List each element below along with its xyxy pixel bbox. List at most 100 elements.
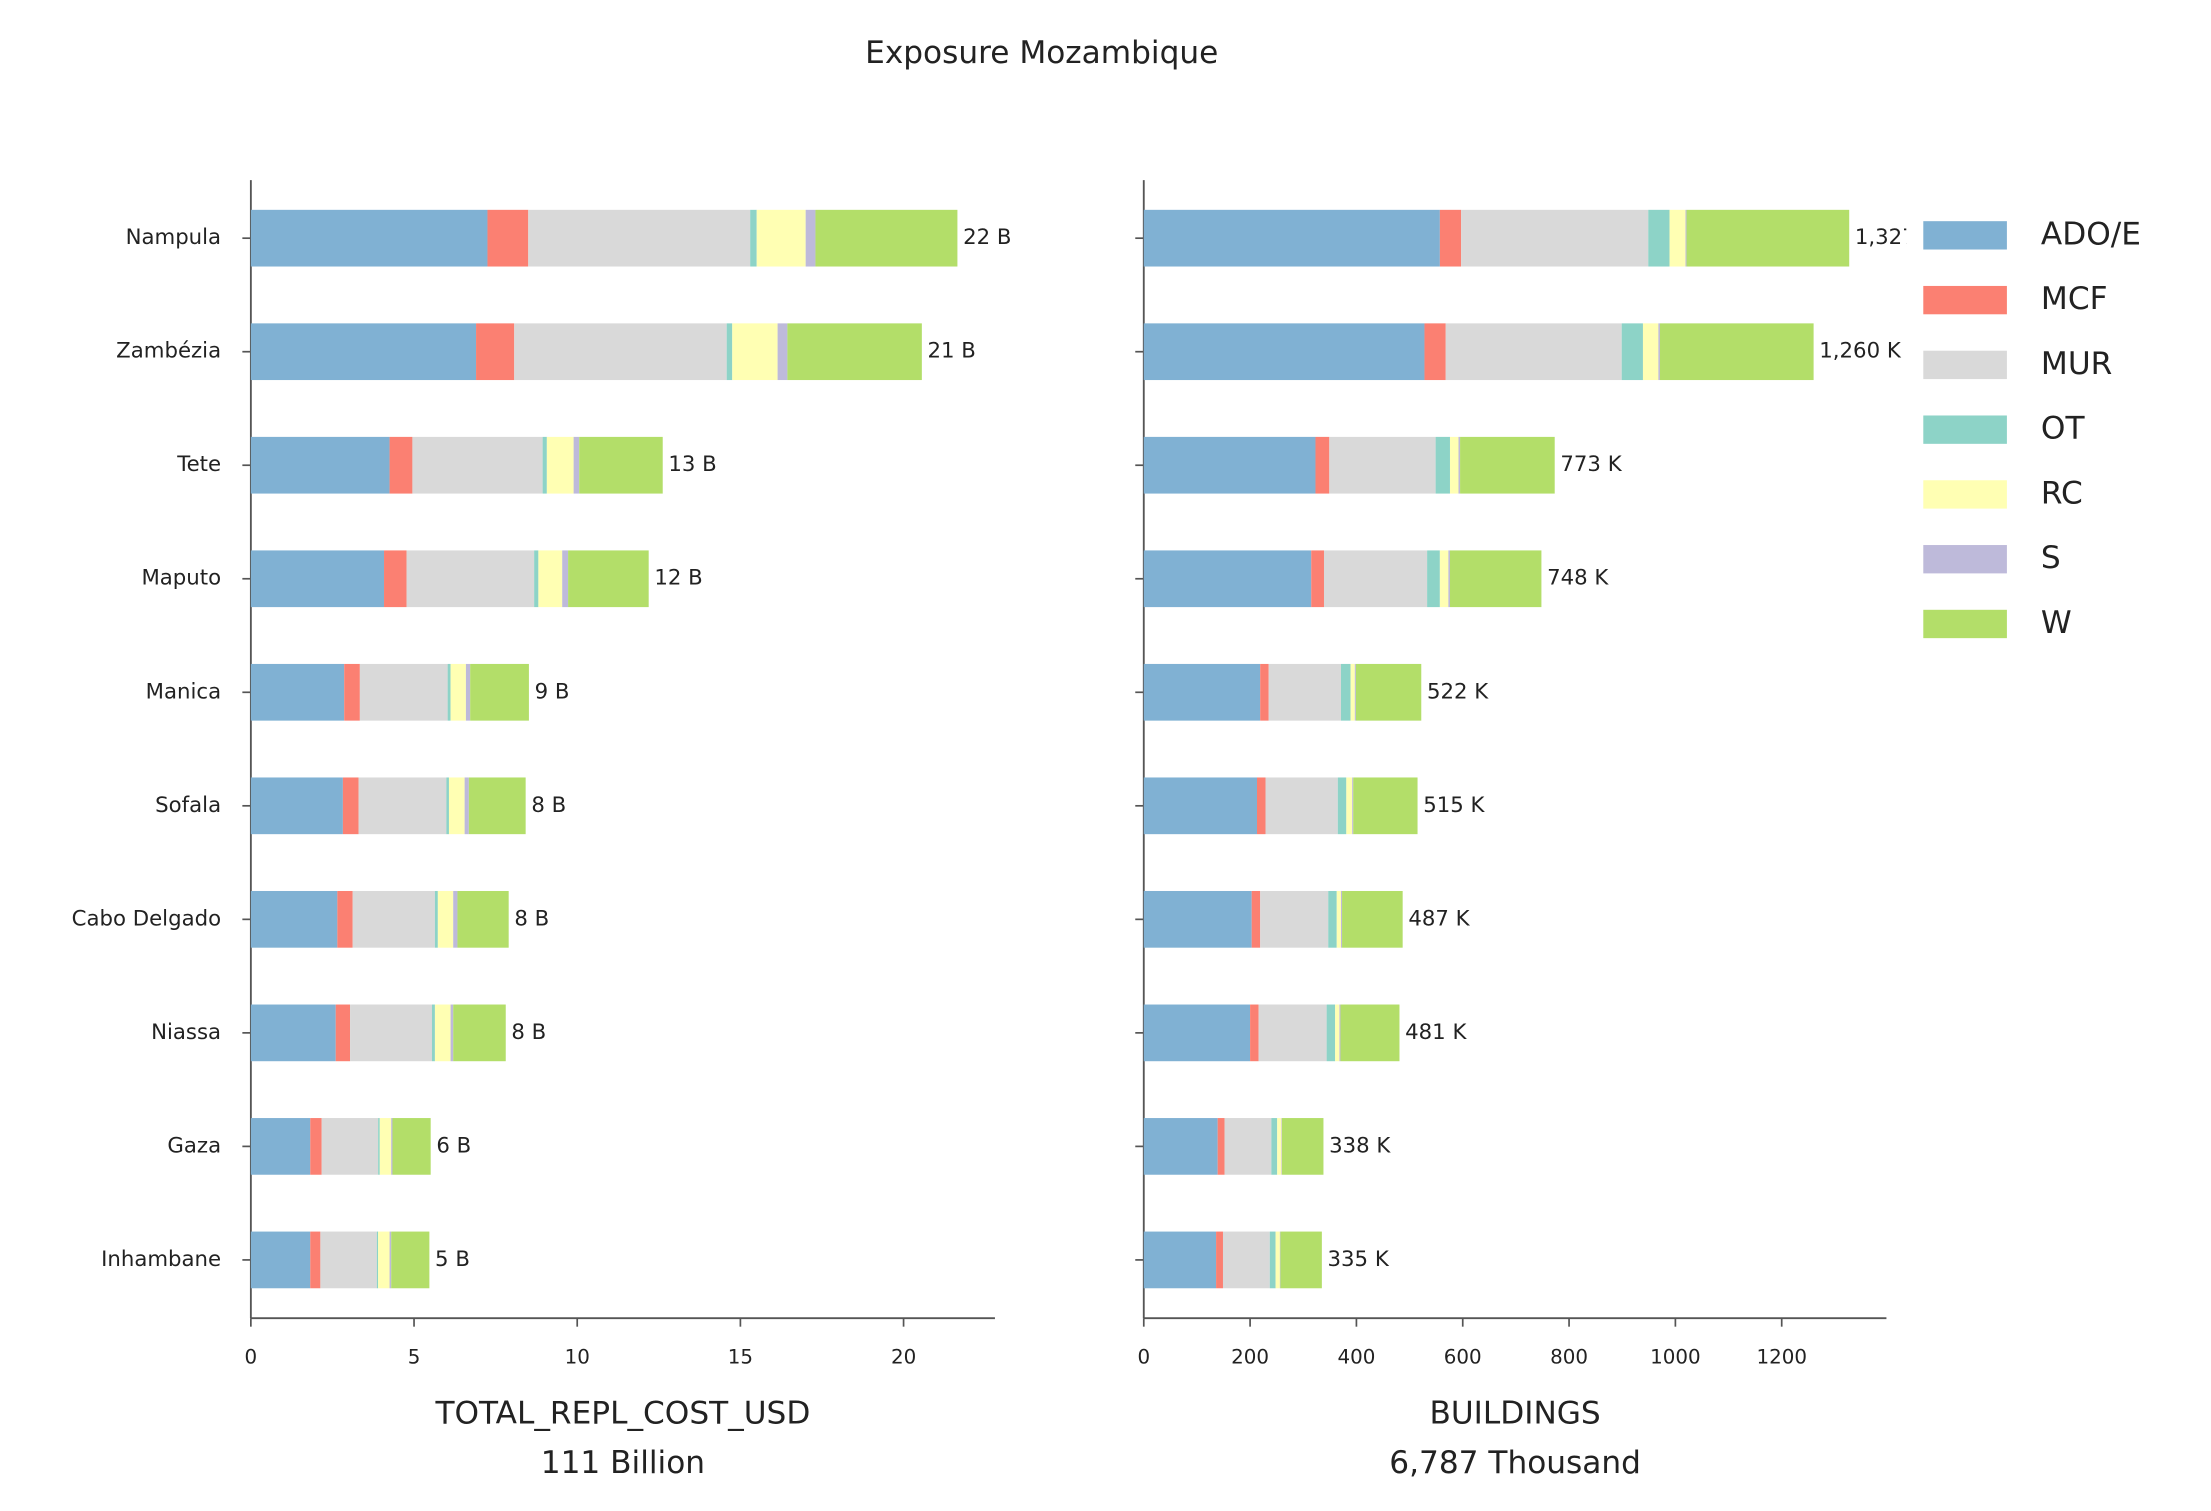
bar-segment	[1265, 777, 1338, 835]
y-tick-label: Niassa	[151, 1020, 221, 1045]
bar-segment	[1281, 1118, 1324, 1175]
bar-segment	[434, 890, 438, 948]
x-tick-label: 15	[728, 1345, 753, 1368]
bar-segment	[1449, 550, 1542, 608]
bar-segment	[1143, 323, 1425, 381]
bar-segment	[542, 436, 547, 494]
bar-segment	[1216, 1231, 1223, 1289]
bar-segment	[250, 1118, 311, 1175]
y-tick-label: Manica	[146, 679, 221, 704]
bar-segment	[1275, 1231, 1280, 1289]
bar-segment	[1460, 436, 1555, 494]
legend-label: OT	[2041, 411, 2086, 447]
bar-segment	[342, 777, 359, 835]
bar-segment	[1350, 663, 1355, 721]
bar-segment	[756, 209, 806, 267]
x-tick-label: 0	[245, 1345, 258, 1368]
bar-segment	[1224, 1118, 1272, 1175]
bar-segment	[1143, 550, 1312, 608]
bar-segment	[250, 777, 343, 835]
bar-segment	[1337, 777, 1347, 835]
bar-segment	[1435, 436, 1450, 494]
bar-segment	[1659, 323, 1814, 381]
value-label: 1,260 K	[1819, 339, 1902, 364]
value-label: 338 K	[1329, 1133, 1391, 1158]
bar-segment	[434, 1004, 451, 1062]
bar-segment	[389, 1231, 392, 1289]
bar-segment	[1439, 550, 1449, 608]
value-label: 748 K	[1547, 566, 1609, 591]
bar-segment	[1280, 1231, 1322, 1289]
bar-segment	[815, 209, 958, 267]
bar-segment	[359, 663, 448, 721]
bar-segment	[350, 1004, 432, 1062]
bar-segment	[453, 1004, 506, 1062]
bar-segment	[732, 323, 778, 381]
bar-segment	[534, 550, 539, 608]
value-label: 8 B	[531, 793, 566, 818]
bar-segment	[1257, 777, 1266, 835]
value-label: 515 K	[1423, 793, 1485, 818]
legend-label: S	[2041, 540, 2061, 576]
bar-segment	[470, 663, 529, 721]
bar-segment	[412, 436, 543, 494]
bar-segment	[468, 777, 526, 835]
bar-segment	[1260, 890, 1329, 948]
bar-segment	[1427, 550, 1440, 608]
bar-segment	[1458, 436, 1461, 494]
x-tick-label: 1000	[1650, 1345, 1700, 1368]
bar-segment	[1642, 323, 1659, 381]
y-tick-label: Maputo	[141, 566, 221, 591]
bar-segment	[337, 890, 353, 948]
bar-segment	[1340, 663, 1351, 721]
bar-segment	[573, 436, 580, 494]
bar-segment	[1353, 777, 1418, 835]
bar-segment	[1448, 550, 1450, 608]
bar-segment	[465, 663, 471, 721]
bar-segment	[805, 209, 816, 267]
bar-segment	[450, 663, 466, 721]
bar-segment	[1439, 209, 1462, 267]
bar-segment	[450, 1004, 454, 1062]
bar-segment	[379, 1118, 392, 1175]
bar-segment	[1461, 209, 1649, 267]
bar-segment	[250, 436, 390, 494]
x-tick-label: 1200	[1756, 1345, 1806, 1368]
bar-segment	[1352, 777, 1354, 835]
bar-segment	[320, 1231, 377, 1289]
bar-segment	[1328, 890, 1337, 948]
bar-segment	[1279, 1231, 1281, 1289]
bar-segment	[1143, 777, 1258, 835]
bar-segment	[1686, 209, 1850, 267]
bar-segment	[1335, 1004, 1340, 1062]
bar-segment	[250, 209, 488, 267]
bar-segment	[378, 1118, 380, 1175]
bar-segment	[378, 1231, 390, 1289]
legend-label: W	[2041, 605, 2072, 641]
y-tick-label: Inhambane	[101, 1247, 221, 1272]
bar-segment	[1143, 663, 1261, 721]
bar-segment	[310, 1231, 321, 1289]
bar-segment	[1277, 1118, 1282, 1175]
bar-segment	[1449, 436, 1459, 494]
bar-segment	[406, 550, 535, 608]
bar-segment	[1311, 550, 1324, 608]
value-label: 21 B	[928, 339, 976, 364]
bar-segment	[1271, 1118, 1278, 1175]
value-label: 8 B	[514, 906, 549, 931]
bar-segment	[464, 777, 469, 835]
bar-segment	[384, 550, 407, 608]
bar-segment	[1258, 1004, 1327, 1062]
bar-segment	[1354, 663, 1356, 721]
bar-segment	[250, 323, 477, 381]
bar-segment	[250, 1004, 336, 1062]
value-label: 9 B	[535, 679, 570, 704]
bar-segment	[453, 890, 458, 948]
bar-segment	[437, 890, 454, 948]
x-axis-label: TOTAL_REPL_COST_USD	[434, 1396, 810, 1432]
value-label: 12 B	[654, 566, 702, 591]
bar-segment	[1143, 1118, 1218, 1175]
bar-segment	[1326, 1004, 1336, 1062]
legend-label: MCF	[2041, 281, 2108, 317]
